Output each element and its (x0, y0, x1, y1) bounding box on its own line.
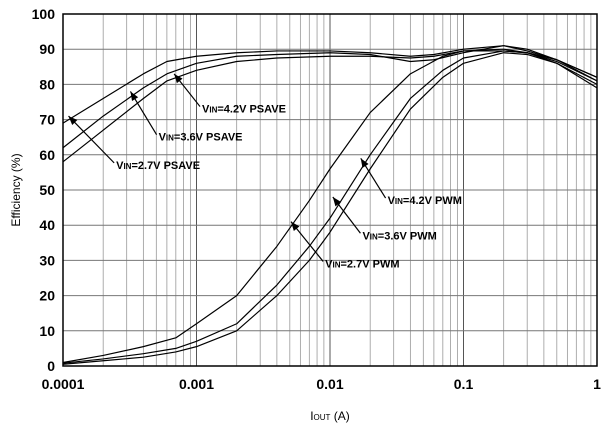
series-label: VIN=2.7V PSAVE (116, 160, 200, 172)
y-axis-title: Efficiency (%) (9, 153, 23, 226)
series-label: VIN=3.6V PSAVE (159, 132, 243, 144)
y-tick-label: 60 (39, 147, 55, 163)
series-line (62, 52, 598, 365)
series-line (62, 48, 598, 163)
plot-frame (62, 13, 598, 367)
y-tick-label: 70 (39, 112, 55, 128)
x-axis-title: IOUT (A) (310, 409, 350, 423)
y-tick-label: 40 (39, 217, 55, 233)
x-tick-label: 0.0001 (42, 376, 85, 392)
series-label: VIN=2.7V PWM (325, 258, 399, 270)
annotation-layer: VIN=4.2V PSAVE VIN=3.6V PSAVE VIN=2.7V PSA… (68, 73, 462, 270)
annotation-arrow-head (360, 158, 369, 168)
x-tick-label: 1 (593, 376, 601, 392)
x-tick-label: 0.1 (454, 376, 474, 392)
y-tick-label: 50 (39, 182, 55, 198)
annotation-arrow-head (174, 73, 183, 84)
y-tick-label: 100 (32, 6, 56, 22)
annotation-arrow-head (130, 91, 139, 102)
series-label: VIN=3.6V PWM (362, 230, 436, 242)
x-tick-label: 0.001 (179, 376, 214, 392)
y-tick-label: 20 (39, 288, 55, 304)
y-tick-label: 10 (39, 323, 55, 339)
y-tick-labels: 0 10 20 30 40 50 60 70 80 90 100 (32, 6, 56, 374)
x-tick-label: 0.01 (316, 376, 343, 392)
annotation-arrow-head (68, 116, 78, 126)
series-line (62, 50, 598, 364)
series-layer (62, 45, 598, 365)
series-label: VIN=4.2V PWM (388, 195, 462, 207)
y-tick-label: 30 (39, 252, 55, 268)
y-tick-label: 0 (47, 358, 55, 374)
y-tick-label: 80 (39, 76, 55, 92)
annotation-arrow-head (290, 221, 300, 231)
annotation-arrow-head (332, 197, 342, 207)
series-label: VIN=4.2V PSAVE (202, 104, 286, 116)
y-tick-label: 90 (39, 41, 55, 57)
series-line (62, 45, 598, 149)
annotation-arrow-line (68, 115, 115, 164)
series-line (62, 45, 598, 124)
x-tick-labels: 0.0001 0.001 0.01 0.1 1 (42, 376, 602, 392)
